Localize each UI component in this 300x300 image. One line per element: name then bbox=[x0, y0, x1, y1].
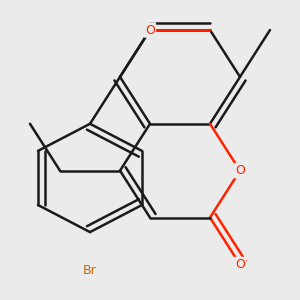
Text: Br: Br bbox=[83, 263, 97, 277]
Text: O: O bbox=[235, 164, 245, 177]
Text: O: O bbox=[145, 23, 155, 37]
Text: O: O bbox=[235, 258, 245, 271]
